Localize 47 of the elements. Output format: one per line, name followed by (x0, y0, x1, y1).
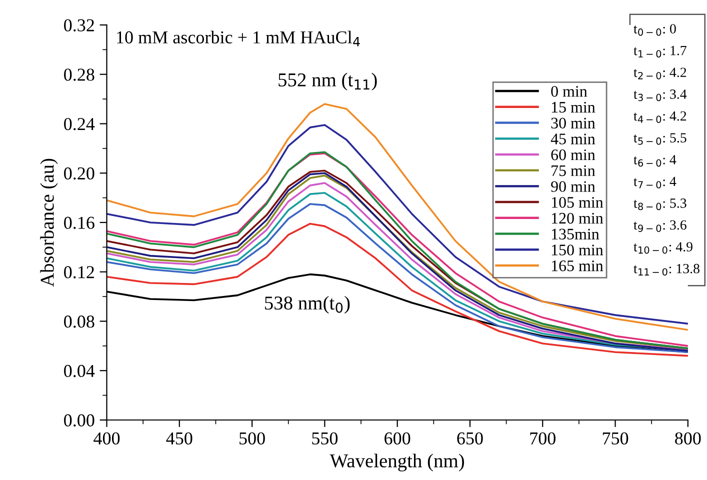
annotation: t$_{3−0}$: 3.4 (634, 90, 687, 102)
annotation: t$_{9−0}$: 3.6 (634, 220, 686, 232)
y-tick-label: 0.08 (64, 315, 94, 328)
annotation: t$_{2−0}$: 4.2 (634, 68, 686, 80)
annotation: 538 nm(t$_{0}$) (265, 296, 350, 314)
y-tick-label: 0.32 (64, 19, 94, 32)
legend-label: 30 min (551, 118, 596, 128)
x-tick-label: 550 (312, 432, 338, 445)
chart-title: 10 mM ascorbic + 1 mM HAuCl$_{4}$ (117, 30, 360, 46)
legend-label: 150 min (552, 244, 604, 256)
legend-label: 120 min (552, 212, 604, 224)
annotation: 552 nm (t$_{11}$) (278, 72, 377, 90)
annotation: t$_{10−0}$: 4.9 (634, 242, 692, 254)
annotation: t$_{5−0}$: 5.5 (634, 133, 686, 145)
legend-label: 45 min (550, 134, 596, 144)
legend-label: 0 min (551, 86, 588, 97)
annotation: t$_{11−0}$: 13.8 (634, 264, 700, 276)
legend-label: 135min (552, 228, 600, 240)
annotation: t$_{1−0}$: 1.7 (634, 46, 686, 58)
legend-label: 15 min (552, 102, 596, 113)
y-tick-label: 0.00 (64, 414, 94, 427)
x-tick-label: 800 (675, 432, 701, 445)
y-tick-label: 0.20 (64, 167, 94, 180)
x-tick-label: 600 (384, 432, 410, 445)
annotation: t$_{6−0}$: 4 (634, 155, 676, 167)
y-tick-label: 0.12 (64, 266, 94, 278)
y-tick-label: 0.04 (64, 364, 95, 378)
x-tick-label: 500 (240, 432, 265, 445)
annotation: t$_{8−0}$: 5.3 (634, 198, 686, 210)
x-tick-label: 750 (602, 432, 628, 445)
x-tick-label: 450 (166, 432, 192, 445)
x-axis-title: Wavelength (nm) (330, 454, 464, 472)
legend-label: 105 min (552, 197, 604, 208)
y-tick-label: 0.24 (64, 118, 95, 130)
legend-label: 90 min (551, 181, 596, 192)
legend-label: 75 min (552, 165, 596, 176)
annotation: t$_{7−0}$: 4 (634, 176, 676, 188)
annotation: t$_{0−0}$: 0 (634, 24, 676, 36)
x-tick-label: 700 (530, 432, 556, 445)
legend-label: 60 min (551, 149, 596, 160)
y-tick-label: 0.28 (64, 68, 94, 81)
y-axis-title: Absorbance (au) (40, 158, 58, 287)
x-tick-label: 400 (94, 432, 120, 445)
y-tick-label: 0.16 (64, 216, 94, 229)
legend-label: 165 min (552, 260, 604, 272)
annotation: t$_{4−0}$: 4.2 (634, 111, 686, 123)
x-tick-label: 650 (457, 432, 483, 445)
